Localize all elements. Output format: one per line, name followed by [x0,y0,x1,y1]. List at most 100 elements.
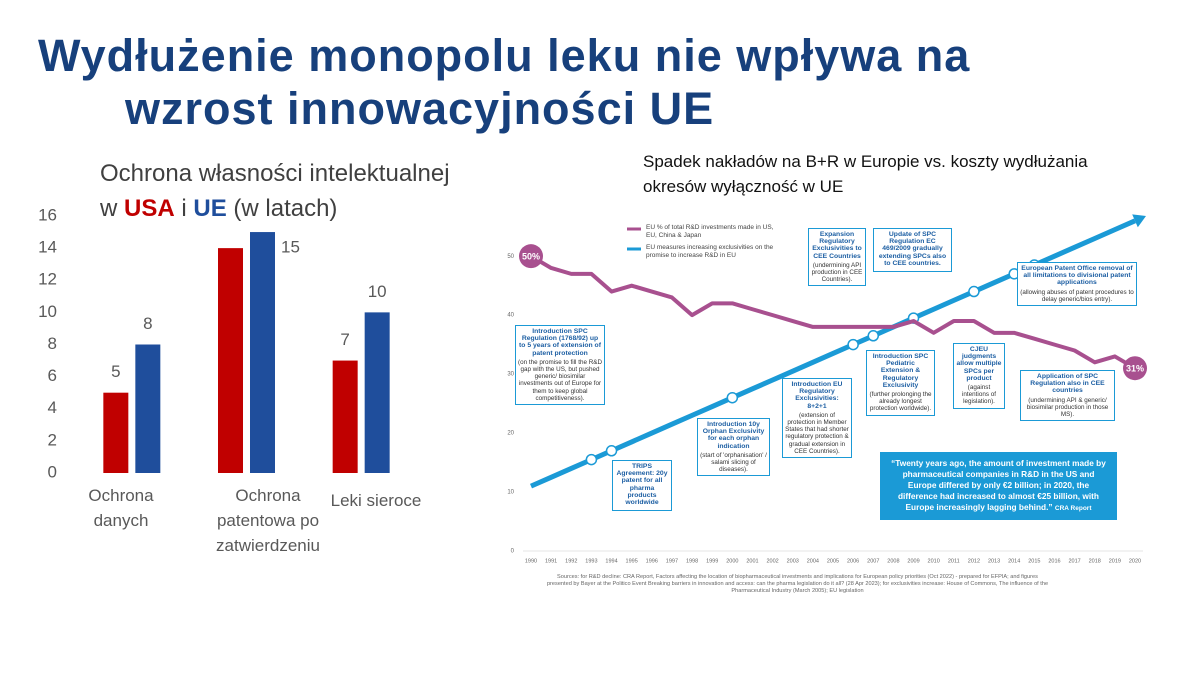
x-tick-label: 1999 [706,558,718,564]
data-label: 31% [1126,364,1144,374]
data-label: 8 [143,314,152,333]
arrow-head [1132,214,1146,228]
x-tick-label: Ochrona patentowa po zatwierdzeniu [216,486,320,555]
annotation-text: (undermining API & generic/ biosimilar p… [1026,396,1109,419]
annotation-box: Update of SPC Regulation EC 469/2009 gra… [873,228,952,273]
data-label: 5 [111,362,120,381]
bar [218,248,243,473]
x-tick-label: 1992 [565,558,577,564]
title-part: w [100,195,118,222]
milestone-marker [867,330,880,342]
annotation-text: (further prolonging the already longest … [869,391,932,413]
annotation-box: Introduction SPC Regulation (1768/92) up… [515,325,605,406]
slide-title-line: wzrost innowacyjności UE [125,83,715,134]
bar [364,312,390,473]
x-tick-label: 2020 [1129,558,1141,564]
series-line [529,254,1137,370]
y-tick-label: 8 [48,334,57,353]
annotation-title: Update of SPC Regulation EC 469/2009 gra… [878,231,947,267]
x-tick-label: 2009 [907,558,919,564]
annotation-title: TRIPS Agreement: 20y patent for all phar… [616,463,668,507]
x-tick-label: 2018 [1089,558,1101,564]
data-label: 10 [368,282,387,301]
annotation-box: European Patent Office removal of all li… [1017,262,1137,307]
annotation-title: CJEU judgments allow multiple SPCs per p… [956,346,1002,382]
x-tick-label: 2015 [1028,558,1040,564]
data-label-badge [1123,356,1147,381]
title-part: (w latach) [233,195,338,222]
annotation-title: Expansion Regulatory Exclusivities to CE… [812,231,862,260]
line-chart-title: Spadek nakładów na B+R w Europie vs. kos… [643,152,1088,171]
legend-label: EU measures increasing exclusivities on … [646,244,774,259]
annotation-title: European Patent Office removal of all li… [1021,265,1133,287]
x-tick-label: 2019 [1109,558,1121,564]
title-part: i [181,195,187,222]
data-label-badge [519,244,543,269]
y-tick-label: 4 [48,398,57,417]
annotation-title: Application of SPC Regulation also in CE… [1030,373,1105,395]
x-tick-label: Ochrona danych [88,486,154,530]
milestone-marker [968,285,980,298]
x-tick-label: 2005 [827,558,839,564]
bar-chart-title: w USA i UE (w latach) [100,195,337,223]
quote-text: “Twenty years ago, the amount of investm… [891,458,1106,512]
y-tick-label: 12 [38,270,57,289]
annotation-text: (on the promise to fill the R&D gap with… [518,358,602,402]
x-tick-label: 1990 [525,558,537,564]
annotation-box: CJEU judgments allow multiple SPCs per p… [953,343,1005,409]
bar [135,344,161,473]
x-tick-label: 2003 [787,558,799,564]
x-tick-label: 2007 [867,558,879,564]
data-label: 50% [522,252,540,262]
annotation-title: Introduction SPC Regulation (1768/92) up… [519,328,601,357]
annotation-box: Introduction EU Regulatory Exclusivities… [782,378,852,459]
x-tick-label: 2008 [887,558,899,564]
bar [332,360,358,473]
y-tick-label: 16 [38,205,57,224]
title-series-name: UE [193,195,227,222]
y-tick-label: 0 [48,462,57,481]
x-tick-label: 1994 [605,558,617,564]
x-tick-label: 1997 [666,558,678,564]
x-tick-label: 2004 [807,558,819,564]
x-tick-label: 2013 [988,558,1000,564]
x-tick-label: 2011 [948,558,960,564]
x-tick-label: 2000 [726,558,738,564]
y-tick-label: 14 [38,238,57,257]
annotation-text: (start of 'orphanisation' / salami slici… [700,451,767,474]
x-tick-label: 1995 [626,558,638,564]
annotation-box: TRIPS Agreement: 20y patent for all phar… [612,460,672,512]
annotation-text: (undermining API production in CEE Count… [811,261,863,284]
y-tick-label: 30 [507,372,514,378]
x-tick-label: 2006 [847,558,859,564]
annotation-text: (allowing abuses of patent procedures to… [1020,288,1134,303]
sources-note: Sources: for R&D decline: CRA Report, Fa… [546,574,1049,594]
annotation-text: (extension of protection in Member State… [785,411,849,455]
x-tick-label: 2014 [1008,558,1020,564]
x-tick-label: 1991 [545,558,557,564]
milestone-marker [726,391,739,404]
bar [250,232,275,473]
annotation-text: (against intentions of legislation). [962,384,996,406]
quote-source: CRA Report [1054,505,1092,512]
bar [103,392,129,473]
y-tick-label: 20 [507,431,514,437]
slide-title-line: Wydłużenie monopolu leku nie wpływa na [38,30,971,81]
annotation-box: Application of SPC Regulation also in CE… [1020,370,1115,422]
milestone-marker [847,338,859,351]
x-tick-label: 1996 [646,558,658,564]
annotation-box: Introduction 10y Orphan Exclusivity for … [697,418,770,477]
x-tick-label: 1998 [686,558,698,564]
quote-box: “Twenty years ago, the amount of investm… [880,452,1117,520]
y-tick-label: 6 [48,366,57,385]
data-label: 7 [340,330,349,349]
annotation-title: Introduction SPC Pediatric Extension & R… [872,353,929,389]
x-tick-label: Leki sieroce [330,491,422,510]
x-tick-label: 2016 [1048,558,1060,564]
annotation-title: Introduction EU Regulatory Exclusivities… [791,381,843,410]
y-tick-label: 10 [507,490,514,496]
data-label: 15 [281,238,300,257]
x-tick-label: 2017 [1068,558,1080,564]
